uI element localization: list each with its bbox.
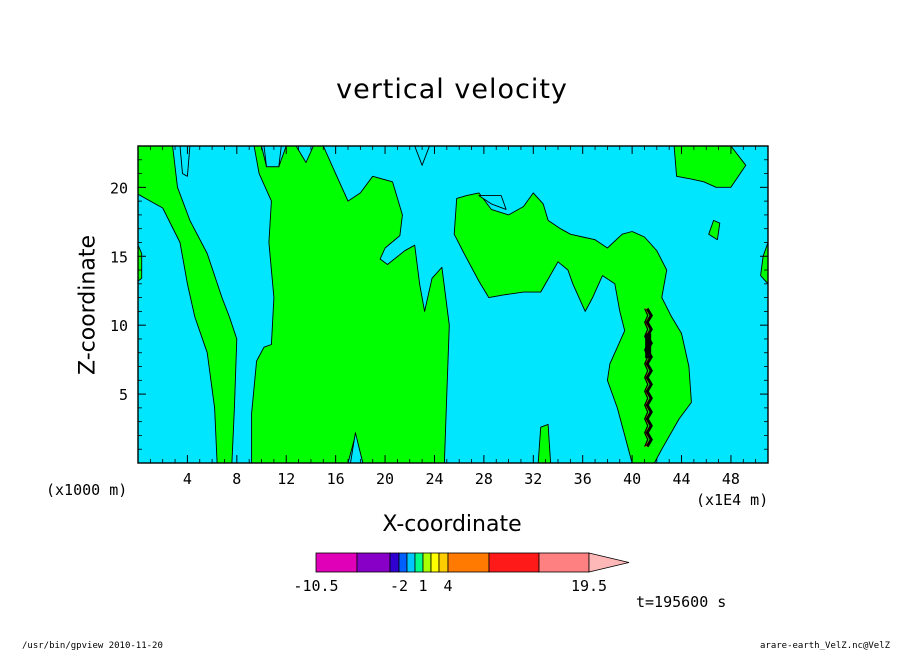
x-scale-note: (x1E4 m): [696, 491, 769, 509]
colorbar-tick-label: 19.5: [571, 577, 607, 595]
positive-region-right: [453, 192, 692, 463]
colorbar-tick-label: -10.5: [293, 577, 338, 595]
negative-region-hole-13: [295, 146, 314, 163]
colorbar-segment: [398, 552, 408, 573]
negative-region-hole-top-mid: [263, 146, 282, 168]
x-axis-label: X-coordinate: [0, 512, 904, 537]
negative-region-hole-18: [350, 432, 364, 463]
y-tick-label: 20: [110, 179, 128, 197]
positive-region-blob-45: [708, 219, 721, 241]
x-tick-label: 20: [376, 470, 394, 488]
y-axis: 5 10 15 20: [110, 159, 768, 450]
x-tick-label: 40: [623, 470, 641, 488]
colorbar-segment: [389, 552, 400, 573]
positive-region-far-right-edge: [760, 242, 768, 285]
y-tick-label: 15: [110, 248, 128, 266]
x-tick-label: 12: [277, 470, 295, 488]
x-tick-label: 4: [183, 470, 192, 488]
y-tick-label: 5: [119, 386, 128, 404]
positive-region-left-upper: [138, 146, 238, 463]
colorbar-segment: [356, 552, 391, 573]
colorbar-segment: [438, 552, 449, 573]
colorbar-segment: [447, 552, 490, 573]
y-axis-label: Z-coordinate: [75, 235, 101, 375]
negative-region-hole-28: [478, 195, 507, 210]
colorbar-segment: [414, 552, 424, 573]
x-tick-label: 36: [574, 470, 592, 488]
negative-region-hole-23: [414, 146, 430, 166]
x-tick-label: 32: [524, 470, 542, 488]
colorbar-segment: [538, 552, 590, 573]
positive-region-far-right-top: [673, 146, 747, 188]
positive-region-blob-32: [537, 423, 552, 463]
colorbar-segment: [488, 552, 540, 573]
x-tick-label: 48: [722, 470, 740, 488]
colorbar-segment: [430, 552, 440, 573]
strong-core: [645, 307, 653, 448]
x-tick-label: 8: [232, 470, 241, 488]
positive-region-left-edge: [138, 244, 143, 282]
colorbar-segment: [315, 552, 358, 573]
chart-title: vertical velocity: [336, 74, 568, 105]
strong-core-edge: [644, 308, 649, 447]
plot-frame: [137, 145, 769, 464]
colorbar-segment: [422, 552, 432, 573]
positive-region-center: [251, 146, 450, 463]
time-label: t=195600 s: [636, 593, 727, 611]
colorbar: -10.5 -2 1 4 19.5: [293, 552, 630, 595]
footer-file: arare-earth_VelZ.nc@VelZ: [760, 641, 891, 651]
colorbar-extension-arrow: [588, 552, 630, 573]
colorbar-tick-label: 4: [443, 577, 452, 595]
colorbar-segment: [406, 552, 416, 573]
x-tick-label: 16: [327, 470, 345, 488]
y-tick-label: 10: [110, 317, 128, 335]
x-tick-label: 24: [425, 470, 443, 488]
x-unit-label: (x1000 m): [46, 481, 128, 499]
colorbar-tick-label: 1: [418, 577, 427, 595]
colorbar-tick-label: -2: [390, 577, 408, 595]
x-axis: 4 8 12 16 20 24 28 32 36 40 44 48: [149, 146, 757, 488]
x-axis-label-text: X-coordinate: [382, 512, 522, 537]
footer-program: /usr/bin/gpview 2010-11-20: [22, 641, 163, 651]
strong-core-peak: [645, 333, 652, 359]
contour-field: [138, 146, 768, 463]
x-tick-label: 28: [475, 470, 493, 488]
x-tick-label: 44: [672, 470, 690, 488]
